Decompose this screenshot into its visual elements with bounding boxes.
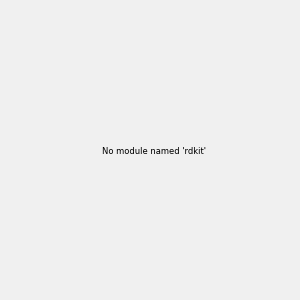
Text: No module named 'rdkit': No module named 'rdkit' [102, 147, 206, 156]
